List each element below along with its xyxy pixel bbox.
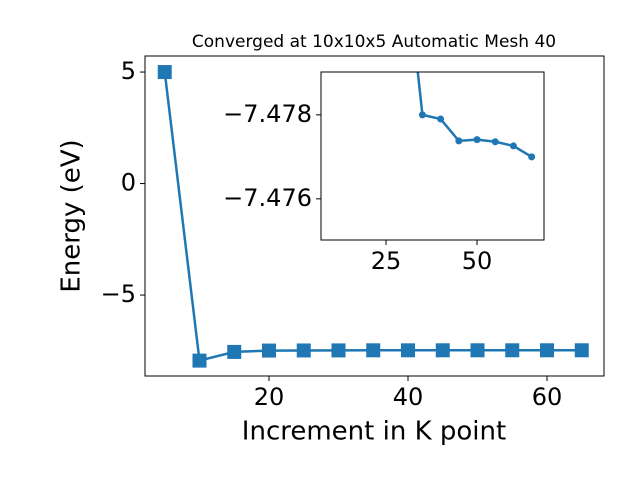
data-point <box>157 65 172 80</box>
data-point <box>437 115 445 123</box>
data-point <box>509 142 517 150</box>
data-point <box>261 343 276 358</box>
x-tick-label: 40 <box>393 383 424 411</box>
x-tick-label: 20 <box>254 383 285 411</box>
data-point <box>473 136 481 144</box>
data-point <box>418 111 426 119</box>
x-tick-label: 50 <box>462 247 493 275</box>
data-point <box>455 137 463 145</box>
x-tick-label: 25 <box>371 247 402 275</box>
y-axis-label: Energy (eV) <box>57 139 87 292</box>
y-tick-label: 5 <box>121 57 136 85</box>
x-axis-label: Increment in K point <box>242 417 506 447</box>
y-tick-label: −7.476 <box>223 184 312 212</box>
data-point <box>401 343 416 358</box>
plot-layer <box>157 65 589 368</box>
data-point <box>192 353 207 368</box>
data-point <box>470 343 485 358</box>
data-point <box>505 343 520 358</box>
chart-title: Converged at 10x10x5 Automatic Mesh 40 <box>192 32 556 52</box>
data-point <box>540 343 555 358</box>
data-point <box>296 343 311 358</box>
y-tick-label: −5 <box>101 280 136 308</box>
data-point <box>227 344 242 359</box>
y-tick-label: 0 <box>121 169 136 197</box>
axes-frame <box>320 71 545 241</box>
y-tick-label: −7.478 <box>223 100 312 128</box>
data-point <box>491 138 499 146</box>
x-tick-label: 60 <box>532 383 563 411</box>
data-point <box>435 343 450 358</box>
data-point <box>574 343 589 358</box>
data-point <box>528 153 536 161</box>
plot-layer <box>416 72 536 161</box>
plot-area <box>321 72 544 240</box>
data-point <box>366 343 381 358</box>
axes-frame <box>144 55 605 377</box>
data-point <box>331 343 346 358</box>
